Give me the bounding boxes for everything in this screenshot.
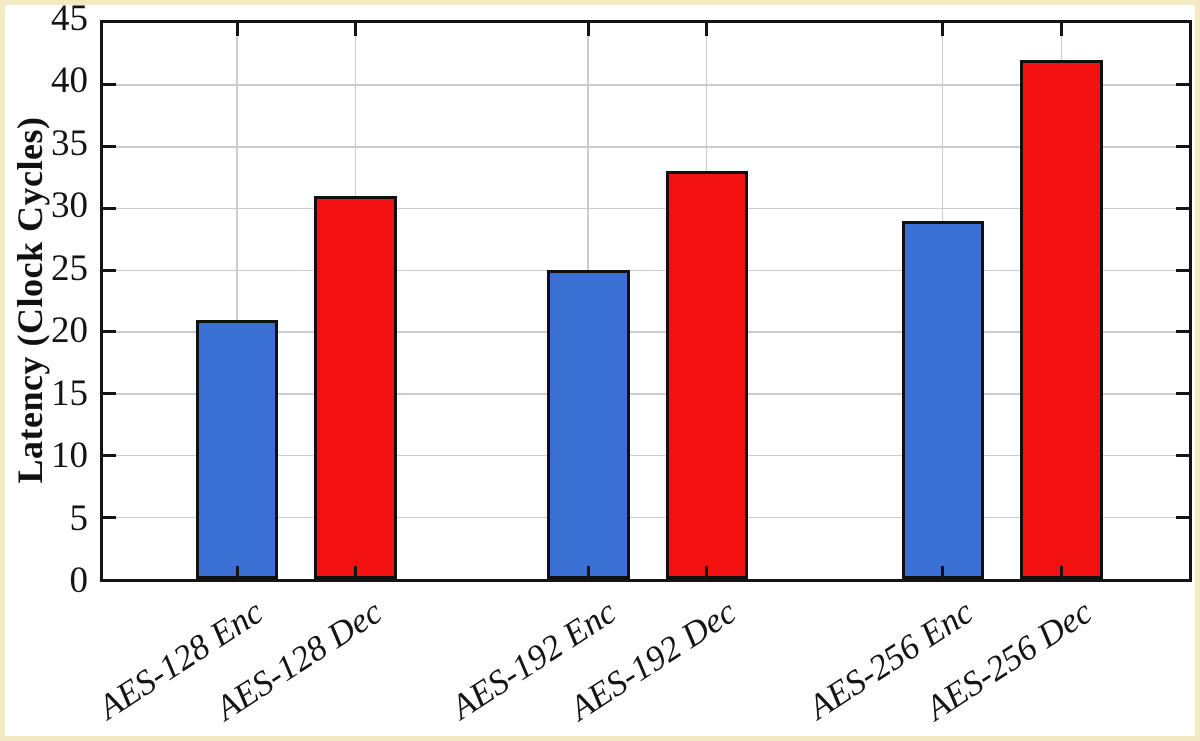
bar-aes-128-dec bbox=[314, 195, 397, 579]
gridline-horizontal bbox=[103, 84, 1189, 86]
bar-aes-256-enc bbox=[901, 220, 985, 579]
y-tick-mark-left bbox=[103, 515, 116, 519]
y-tick-mark-left bbox=[103, 453, 116, 457]
y-tick-mark-left bbox=[103, 392, 116, 396]
x-tick-mark-bottom bbox=[354, 566, 358, 579]
gridline-horizontal bbox=[103, 393, 1189, 395]
x-tick-mark-top bbox=[586, 23, 590, 36]
y-tick-mark-left bbox=[103, 330, 116, 334]
y-tick-label: 25 bbox=[51, 247, 88, 289]
gridline-horizontal bbox=[103, 516, 1189, 519]
y-tick-mark-right bbox=[1176, 145, 1189, 149]
y-tick-mark-left bbox=[103, 83, 116, 87]
bar-aes-192-enc bbox=[547, 270, 630, 579]
bar-aes-256-dec bbox=[1020, 60, 1103, 579]
y-tick-label: 45 bbox=[51, 0, 88, 39]
gridline-vertical bbox=[236, 23, 238, 579]
gridline-horizontal bbox=[103, 454, 1189, 457]
y-tick-mark-right bbox=[1176, 330, 1189, 334]
x-tick-mark-top bbox=[354, 23, 358, 36]
x-tick-mark-bottom bbox=[235, 566, 239, 579]
y-tick-mark-right bbox=[1176, 453, 1189, 457]
gridline-horizontal bbox=[103, 146, 1189, 148]
y-tick-label: 35 bbox=[51, 122, 88, 164]
y-tick-label: 30 bbox=[51, 185, 88, 227]
y-axis-title: Latency (Clock Cycles) bbox=[10, 116, 50, 484]
y-tick-mark-right bbox=[1176, 206, 1189, 210]
x-tick-mark-bottom bbox=[1060, 566, 1063, 579]
y-tick-label: 10 bbox=[51, 434, 88, 476]
y-tick-label: 5 bbox=[69, 497, 89, 539]
x-tick-mark-top bbox=[941, 23, 945, 36]
y-tick-label: 40 bbox=[51, 60, 88, 102]
y-tick-label: 15 bbox=[51, 372, 88, 414]
y-tick-label: 0 bbox=[69, 559, 89, 601]
y-tick-mark-right bbox=[1176, 83, 1189, 87]
x-tick-mark-bottom bbox=[586, 566, 590, 579]
y-tick-label: 20 bbox=[51, 309, 88, 351]
y-tick-mark-left bbox=[103, 206, 116, 210]
y-tick-mark-right bbox=[1176, 515, 1189, 519]
x-tick-mark-top bbox=[235, 23, 239, 36]
x-tick-mark-top bbox=[1060, 23, 1063, 36]
y-tick-mark-left bbox=[103, 268, 116, 272]
x-tick-mark-bottom bbox=[941, 566, 945, 579]
y-tick-mark-right bbox=[1176, 392, 1189, 396]
x-tick-mark-bottom bbox=[705, 566, 709, 579]
bar-aes-128-enc bbox=[195, 319, 279, 579]
bar-aes-192-dec bbox=[665, 171, 749, 579]
gridline-horizontal bbox=[103, 331, 1189, 333]
y-tick-mark-right bbox=[1176, 268, 1189, 272]
x-tick-mark-top bbox=[705, 23, 709, 36]
y-tick-mark-left bbox=[103, 145, 116, 149]
gridline-horizontal bbox=[103, 207, 1189, 210]
gridline-horizontal bbox=[103, 269, 1189, 272]
plot-area bbox=[100, 20, 1192, 582]
